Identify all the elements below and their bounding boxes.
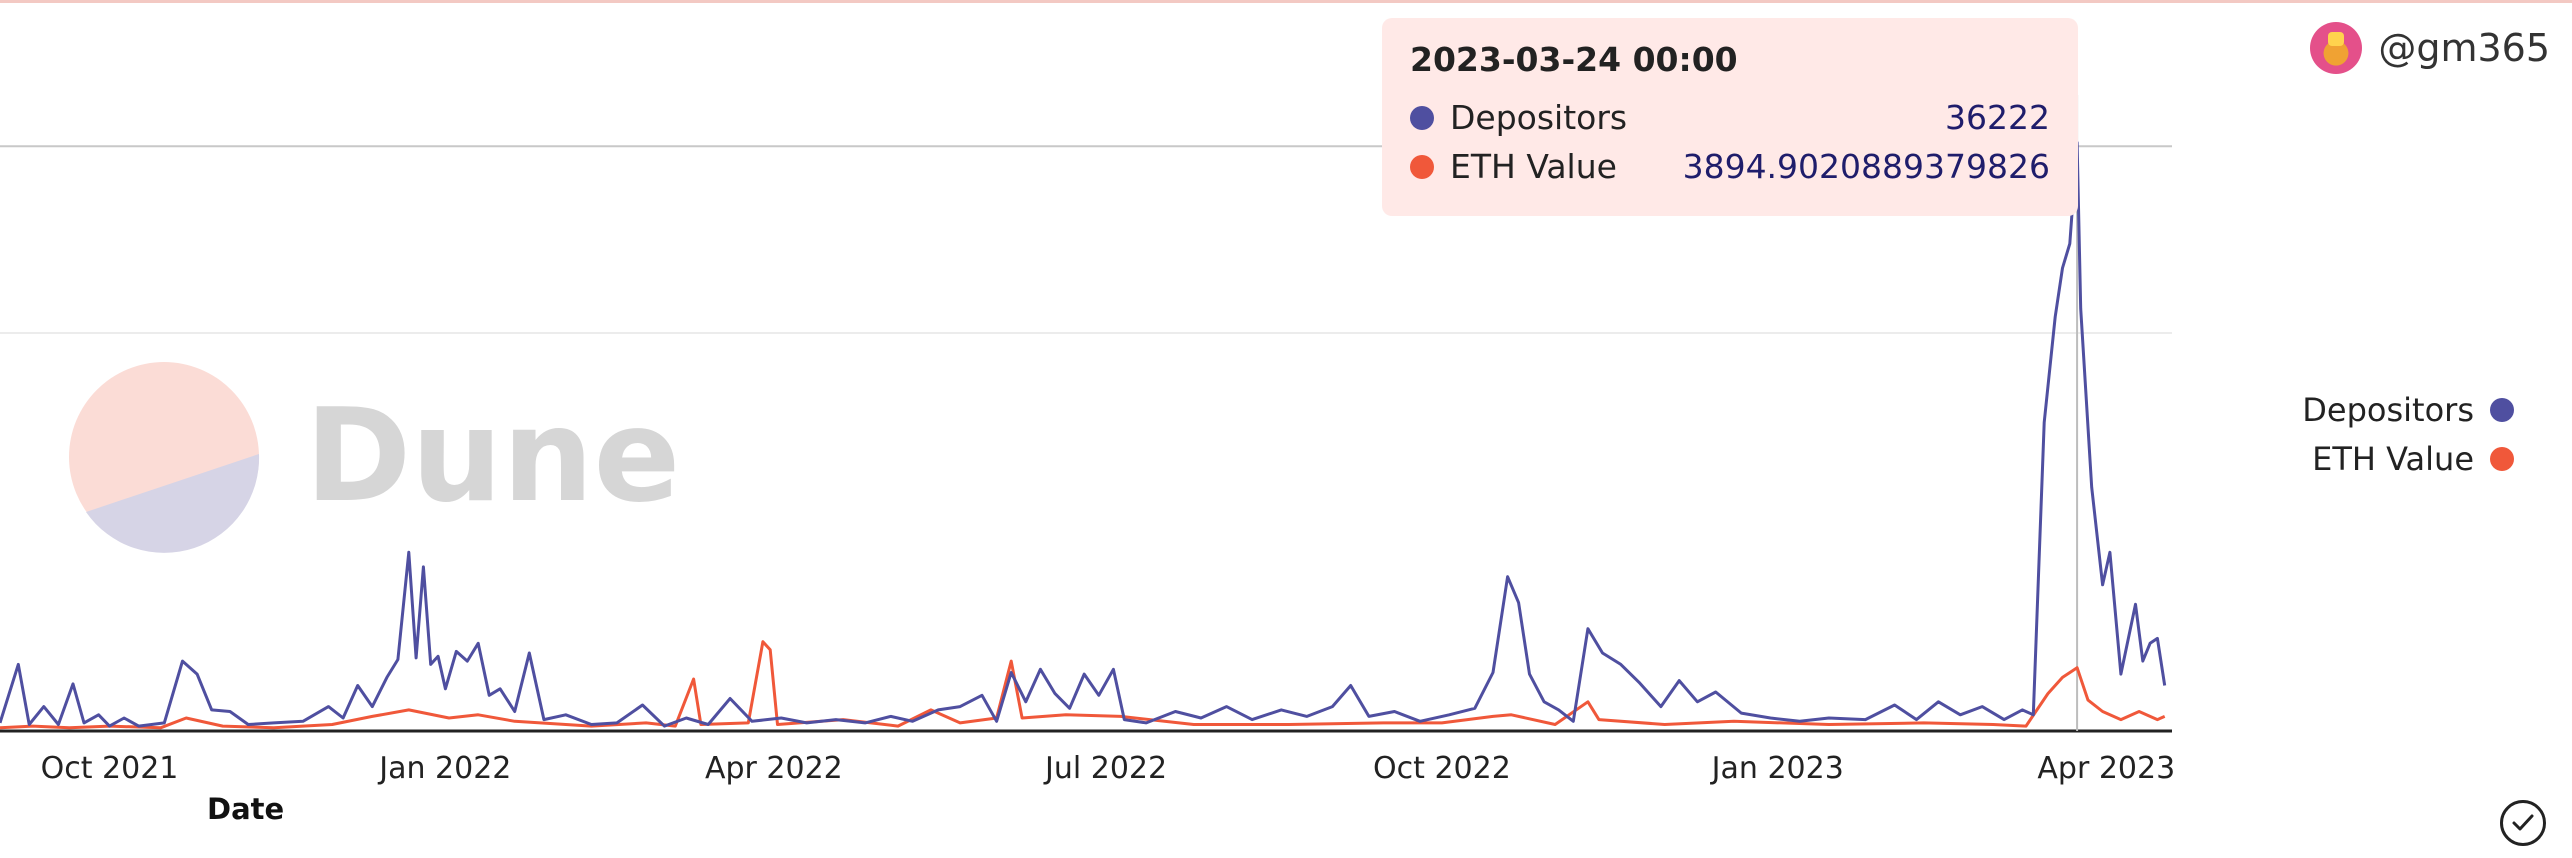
top-border xyxy=(0,0,2572,3)
series-line-depositors xyxy=(0,141,2167,728)
avatar[interactable] xyxy=(2310,22,2363,74)
x-tick-label: Apr 2023 xyxy=(2037,751,2175,786)
tooltip: 2023-03-24 00:00 Depositors 36222 ETH Va… xyxy=(1382,18,2078,216)
check-circle-icon[interactable] xyxy=(2500,800,2546,846)
x-tick-label: Jul 2022 xyxy=(1043,751,1167,786)
tooltip-title: 2023-03-24 00:00 xyxy=(1410,40,1738,79)
legend-dot-icon xyxy=(2490,446,2514,471)
x-tick-label: Apr 2022 xyxy=(705,751,843,786)
legend-item-eth-value[interactable]: ETH Value xyxy=(2302,434,2514,483)
legend-dot-icon xyxy=(2490,397,2514,422)
legend-item-depositors[interactable]: Depositors xyxy=(2302,385,2514,434)
tooltip-row-eth-value: ETH Value 3894.9020889379826 xyxy=(1410,142,2050,191)
dune-watermark: Dune xyxy=(69,362,680,553)
legend-label: Depositors xyxy=(2302,390,2474,429)
x-tick-label: Oct 2021 xyxy=(41,751,179,786)
user-badge[interactable]: @gm365 xyxy=(2310,22,2550,74)
x-tick-labels: Oct 2021 Jan 2022 Apr 2022 Jul 2022 Oct 2022… xyxy=(41,751,2176,786)
tooltip-row-depositors: Depositors 36222 xyxy=(1410,93,2050,142)
x-tick-label: Jan 2022 xyxy=(377,751,511,786)
series-lines xyxy=(0,141,2167,730)
x-tick-label: Oct 2022 xyxy=(1373,751,1511,786)
checkmark-icon xyxy=(2512,814,2534,831)
legend-label: ETH Value xyxy=(2312,439,2474,478)
eth-value-dot-icon xyxy=(1410,154,1434,179)
x-tick-label: Jan 2023 xyxy=(1710,751,1844,786)
series-line-eth-value xyxy=(0,640,2166,730)
tooltip-series-name: ETH Value xyxy=(1450,147,1617,186)
tooltip-series-value: 3894.9020889379826 xyxy=(1682,147,2050,186)
tooltip-series-value: 36222 xyxy=(1945,98,2050,137)
username[interactable]: @gm365 xyxy=(2378,26,2550,70)
watermark-text: Dune xyxy=(305,382,680,531)
x-axis-label: Date xyxy=(207,792,284,826)
depositors-dot-icon xyxy=(1410,105,1434,130)
tooltip-series-name: Depositors xyxy=(1450,98,1628,137)
watermark-logo-lower xyxy=(86,454,260,553)
legend: Depositors ETH Value xyxy=(2302,385,2514,483)
